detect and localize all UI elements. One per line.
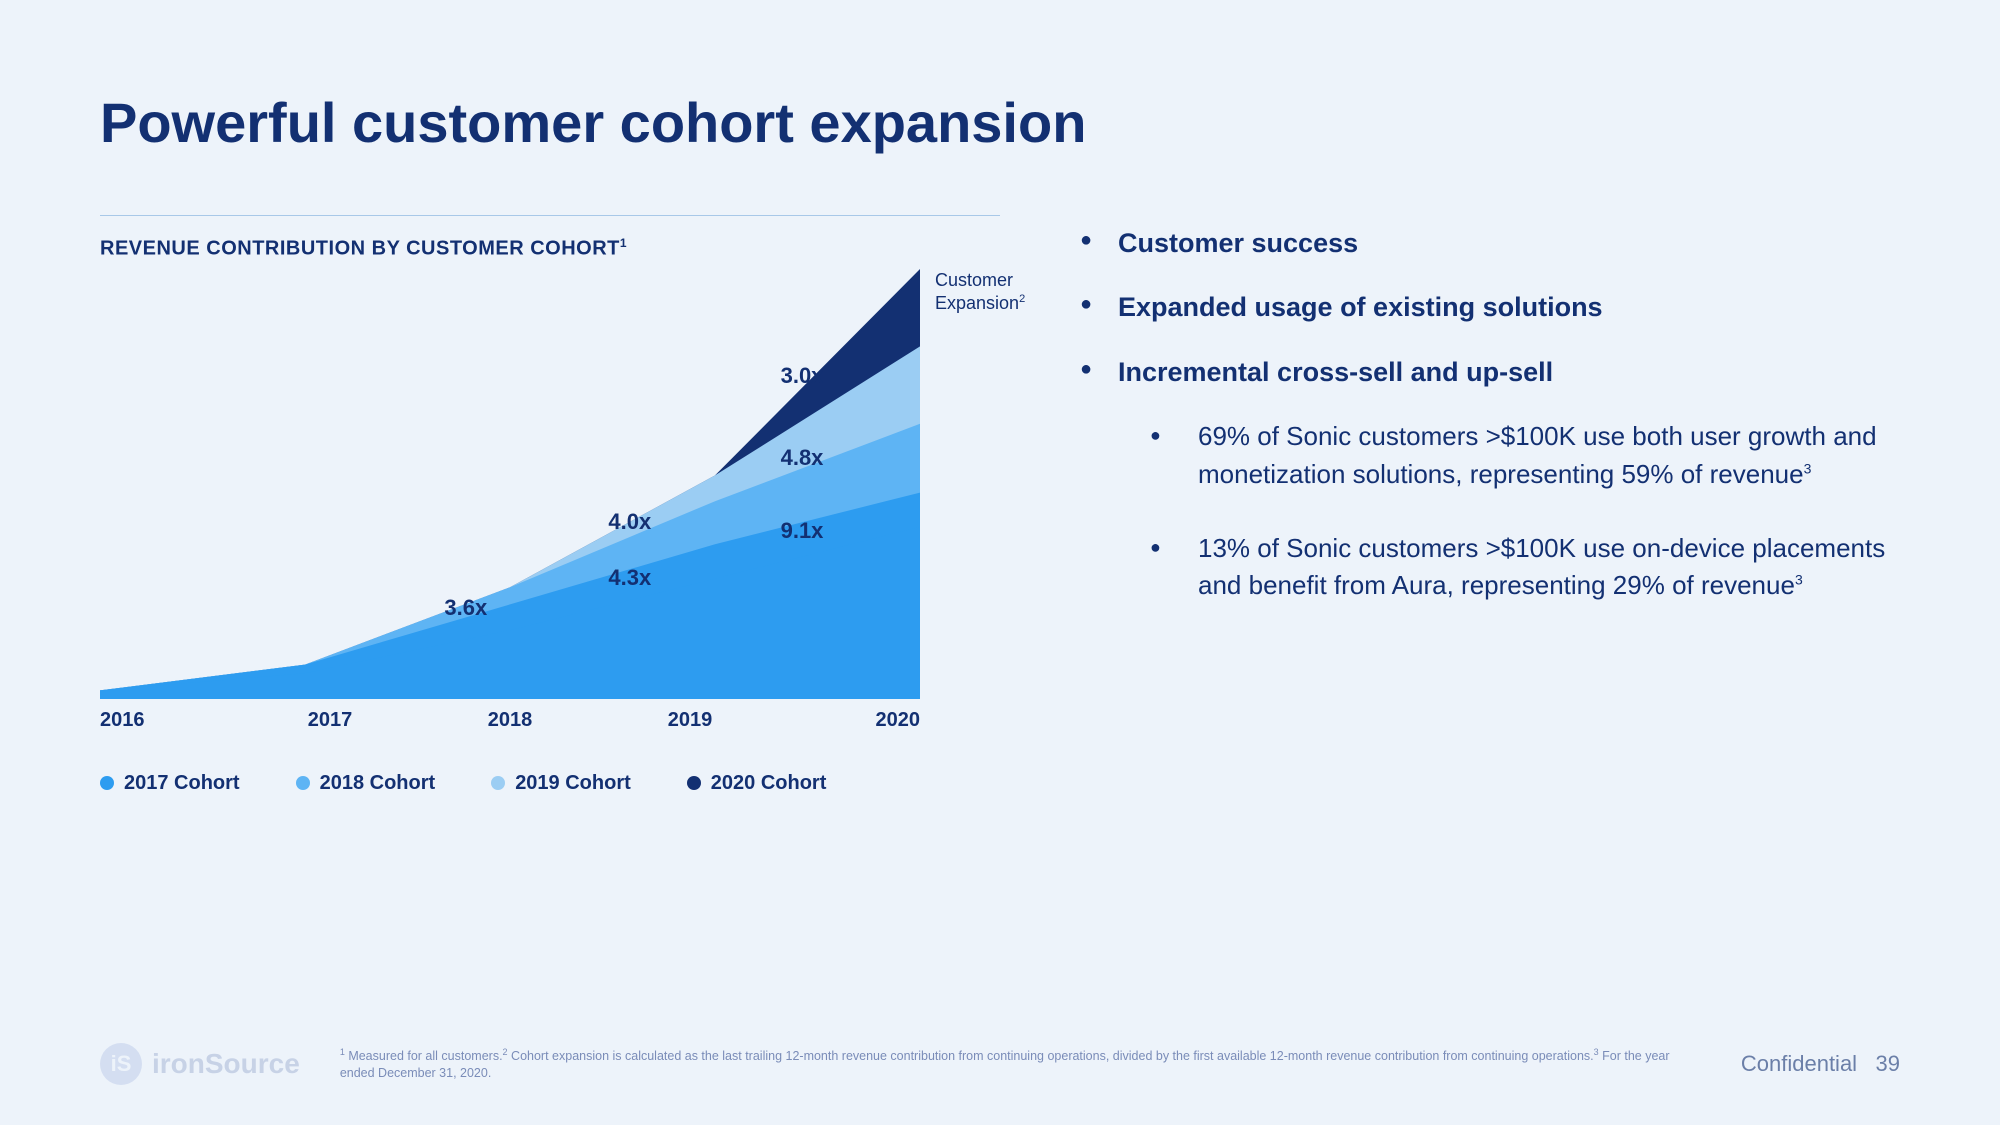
footnote: 1 Measured for all customers.2 Cohort ex… xyxy=(340,1046,1701,1082)
chart-title-text: REVENUE CONTRIBUTION BY CUSTOMER COHORT xyxy=(100,238,620,260)
legend-label: 2020 Cohort xyxy=(711,772,827,795)
logo-badge-icon: iS xyxy=(100,1043,142,1085)
chart-panel: REVENUE CONTRIBUTION BY CUSTOMER COHORT1… xyxy=(100,215,1000,795)
legend-item: 2018 Cohort xyxy=(296,772,436,795)
chart-legend: 2017 Cohort 2018 Cohort 2019 Cohort 2020 Co… xyxy=(100,772,1000,795)
logo-text: ironSource xyxy=(152,1048,300,1080)
x-axis-label: 2016 xyxy=(100,709,200,732)
page-title: Powerful customer cohort expansion xyxy=(100,90,1900,155)
page-number: 39 xyxy=(1876,1051,1900,1076)
legend-label: 2017 Cohort xyxy=(124,772,240,795)
bullet-item: Incremental cross-sell and up-sell 69% of… xyxy=(1080,354,1900,605)
chart-title: REVENUE CONTRIBUTION BY CUSTOMER COHORT1 xyxy=(100,236,1000,261)
x-axis-label: 2018 xyxy=(460,709,560,732)
sub-bullet-text: 13% of Sonic customers >$100K use on-dev… xyxy=(1198,533,1885,601)
sub-bullet-list: 69% of Sonic customers >$100K use both u… xyxy=(1118,418,1900,605)
bullet-list: Customer success Expanded usage of existi… xyxy=(1080,225,1900,605)
footnote-sup1: 1 xyxy=(340,1047,345,1057)
side-label-line2: Expansion xyxy=(935,293,1019,313)
x-axis-label: 2019 xyxy=(640,709,740,732)
chart-x-axis: 2016 2017 2018 2019 2020 xyxy=(100,709,920,732)
logo: iS ironSource xyxy=(100,1043,300,1085)
confidential-label: Confidential xyxy=(1741,1051,1857,1076)
bullet-item: Customer success xyxy=(1080,225,1900,261)
sub-bullet-item: 13% of Sonic customers >$100K use on-dev… xyxy=(1140,530,1900,605)
legend-label: 2019 Cohort xyxy=(515,772,631,795)
bullet-text: Expanded usage of existing solutions xyxy=(1118,292,1603,322)
legend-item: 2017 Cohort xyxy=(100,772,240,795)
footer: iS ironSource 1 Measured for all custome… xyxy=(100,1043,1900,1085)
chart-data-label: 9.1x xyxy=(781,518,824,544)
side-label-line1: Customer xyxy=(935,270,1013,290)
chart-data-label: 4.8x xyxy=(781,445,824,471)
x-axis-label: 2017 xyxy=(280,709,380,732)
chart-data-label: 3.0x xyxy=(781,363,824,389)
legend-dot-icon xyxy=(296,776,310,790)
chart-column: REVENUE CONTRIBUTION BY CUSTOMER COHORT1… xyxy=(100,215,1000,795)
legend-dot-icon xyxy=(100,776,114,790)
legend-dot-icon xyxy=(491,776,505,790)
confidential-block: Confidential 39 xyxy=(1741,1051,1900,1077)
chart-data-label: 4.3x xyxy=(608,565,651,591)
chart-area: Customer Expansion2 3.6x4.3x4.0x9.1x4.8x… xyxy=(100,269,1000,699)
x-axis-label: 2020 xyxy=(820,709,920,732)
sub-bullet-sup: 3 xyxy=(1795,572,1803,588)
sub-bullet-item: 69% of Sonic customers >$100K use both u… xyxy=(1140,418,1900,493)
legend-item: 2020 Cohort xyxy=(687,772,827,795)
chart-side-label: Customer Expansion2 xyxy=(935,269,1025,316)
legend-label: 2018 Cohort xyxy=(320,772,436,795)
side-label-sup: 2 xyxy=(1019,293,1025,305)
chart-title-sup: 1 xyxy=(620,236,627,250)
legend-dot-icon xyxy=(687,776,701,790)
area-chart-svg xyxy=(100,269,920,699)
footnote-text: Measured for all customers.2 Cohort expa… xyxy=(340,1049,1670,1080)
bullets-column: Customer success Expanded usage of existi… xyxy=(1080,215,1900,795)
sub-bullet-text: 69% of Sonic customers >$100K use both u… xyxy=(1198,421,1877,489)
bullet-text: Customer success xyxy=(1118,228,1358,258)
bullet-text: Incremental cross-sell and up-sell xyxy=(1118,357,1553,387)
chart-data-label: 4.0x xyxy=(608,509,651,535)
legend-item: 2019 Cohort xyxy=(491,772,631,795)
chart-data-label: 3.6x xyxy=(444,595,487,621)
bullet-item: Expanded usage of existing solutions xyxy=(1080,289,1900,325)
content-row: REVENUE CONTRIBUTION BY CUSTOMER COHORT1… xyxy=(100,215,1900,795)
sub-bullet-sup: 3 xyxy=(1804,460,1812,476)
